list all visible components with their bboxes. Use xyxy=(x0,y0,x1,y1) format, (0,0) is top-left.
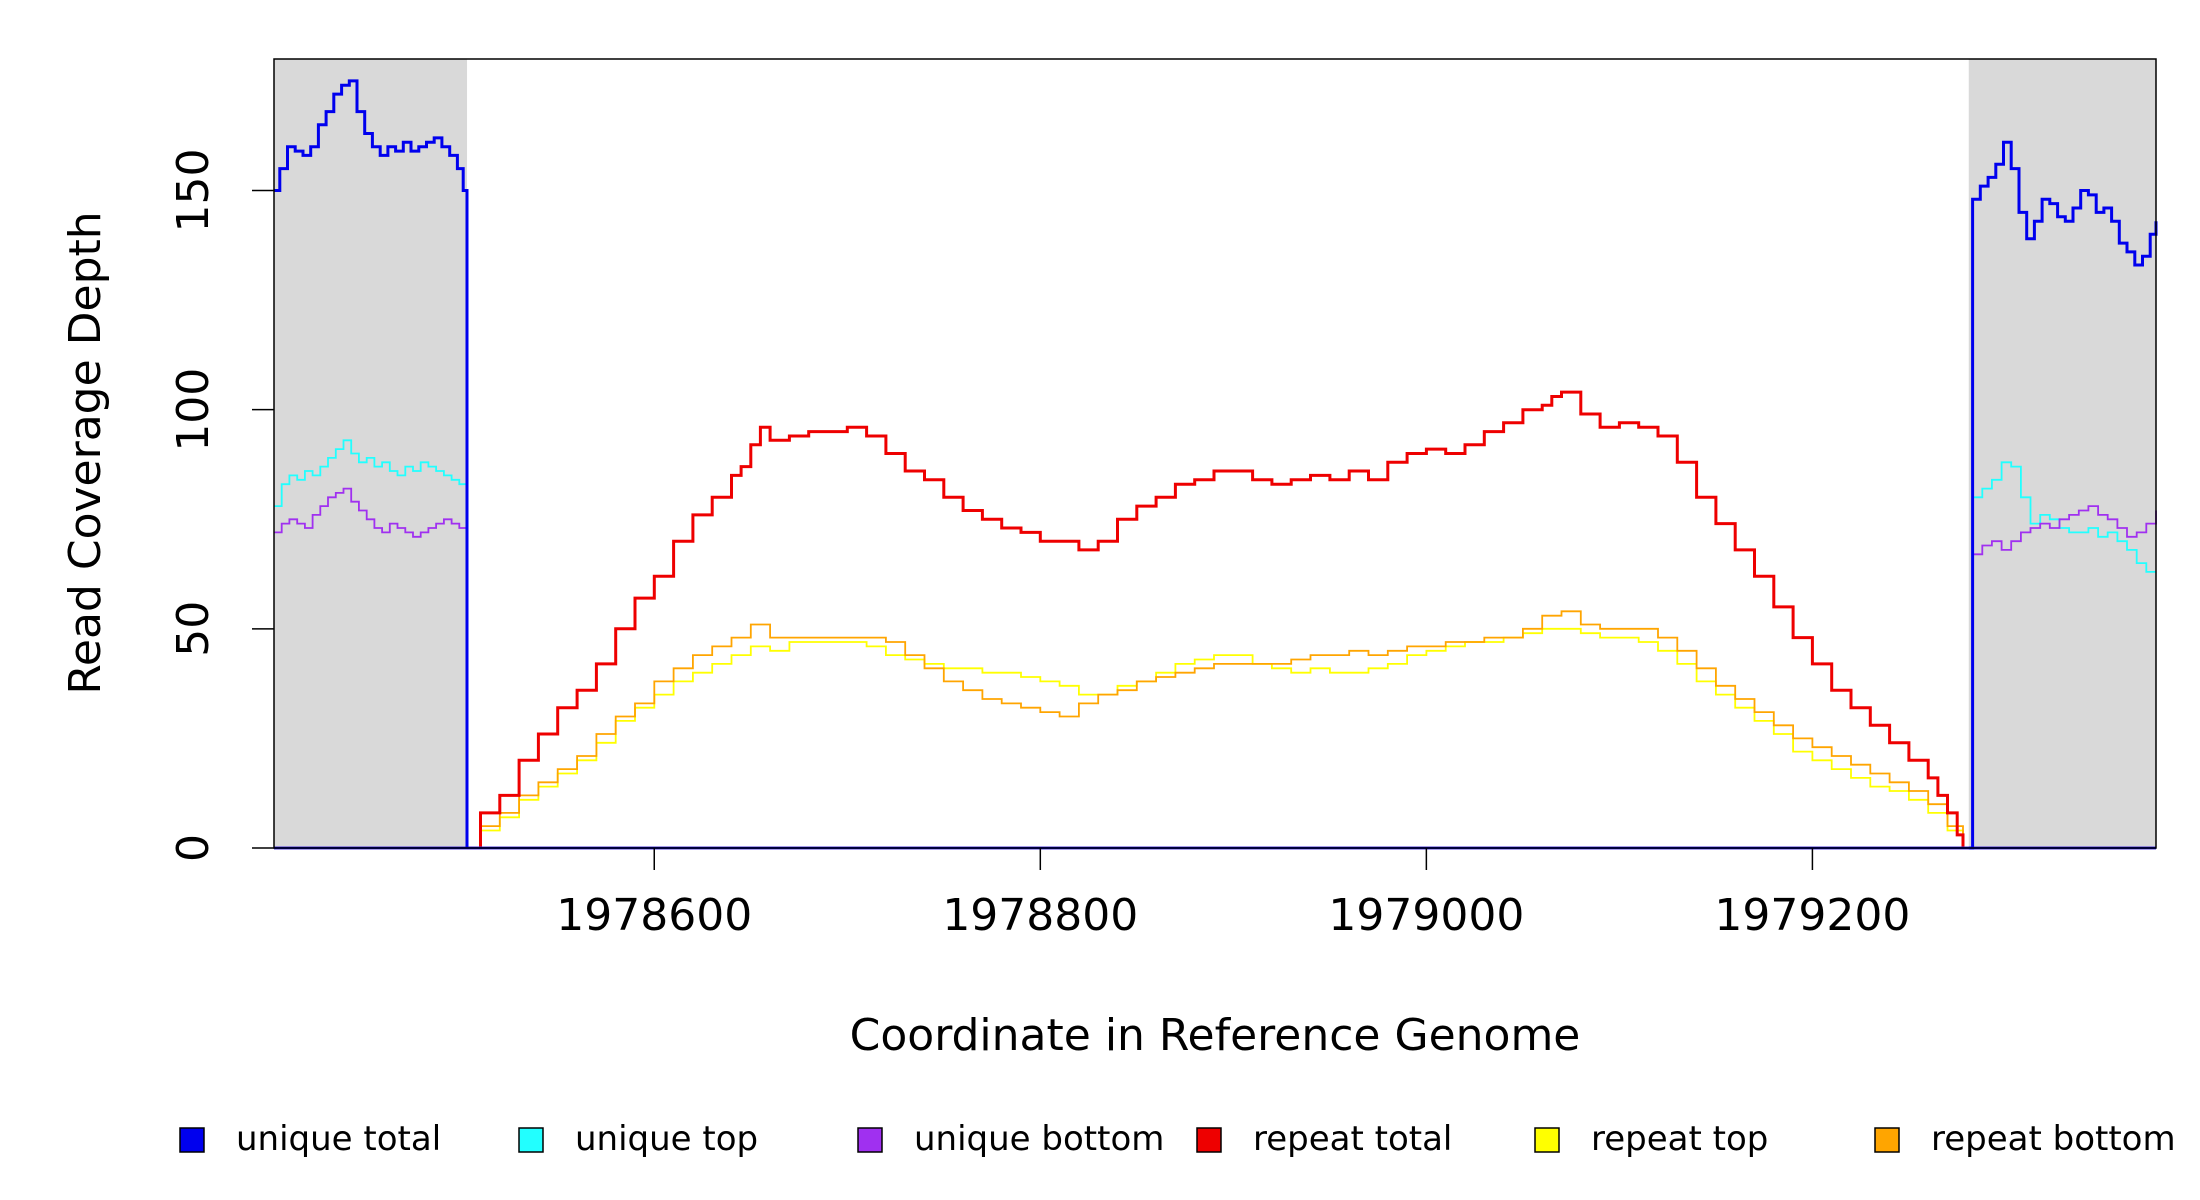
y-tick-label: 50 xyxy=(168,601,219,657)
legend-label-unique-bottom: unique bottom xyxy=(914,1119,1164,1159)
y-tick-label: 150 xyxy=(168,149,219,233)
x-axis: 1978600 1978800 1979000 1979200 xyxy=(556,848,1910,941)
series-line-unique-bottom-2 xyxy=(1968,505,2157,849)
legend-swatch-repeat-top xyxy=(1534,1127,1560,1153)
legend: unique total unique top unique bottom repea… xyxy=(179,1119,2176,1159)
legend-swatch-repeat-total xyxy=(1196,1127,1222,1153)
legend-swatch-unique-top xyxy=(518,1127,544,1153)
series-line-unique-bottom-1 xyxy=(274,487,468,848)
x-tick-label: 1978600 xyxy=(556,890,752,941)
legend-swatch-repeat-bottom xyxy=(1874,1127,1900,1153)
legend-label-repeat-total: repeat total xyxy=(1253,1119,1452,1159)
series-line-repeat-total-1 xyxy=(467,390,1965,850)
y-tick-label: 0 xyxy=(168,834,219,862)
legend-swatch-unique-total xyxy=(179,1127,205,1153)
legend-label-unique-top: unique top xyxy=(575,1119,758,1159)
x-tick-label: 1978800 xyxy=(942,890,1138,941)
plot-frame xyxy=(273,58,2157,849)
unique-region-1 xyxy=(274,59,468,848)
legend-label-unique-total: unique total xyxy=(236,1119,441,1159)
series-line-repeat-top-1 xyxy=(467,627,1964,849)
x-tick-label: 1979000 xyxy=(1328,890,1524,941)
series-line-unique-top-1 xyxy=(274,439,468,848)
legend-swatch-unique-bottom xyxy=(857,1127,883,1153)
unique-region-shading xyxy=(274,59,2156,848)
series-line-repeat-bottom-1 xyxy=(467,610,1964,849)
legend-label-repeat-bottom: repeat bottom xyxy=(1931,1119,2176,1159)
series-line-unique-total-2 xyxy=(1968,140,2158,850)
x-tick-label: 1979200 xyxy=(1714,890,1910,941)
y-axis: 0 50 100 150 xyxy=(168,149,274,862)
series-lines xyxy=(274,79,2158,850)
unique-region-2 xyxy=(1968,59,2156,848)
x-axis-title: Coordinate in Reference Genome xyxy=(850,1010,1581,1061)
legend-label-repeat-top: repeat top xyxy=(1591,1119,1768,1159)
y-axis-title: Read Coverage Depth xyxy=(60,211,111,694)
y-tick-label: 100 xyxy=(168,368,219,452)
series-line-unique-total-1 xyxy=(274,79,469,848)
